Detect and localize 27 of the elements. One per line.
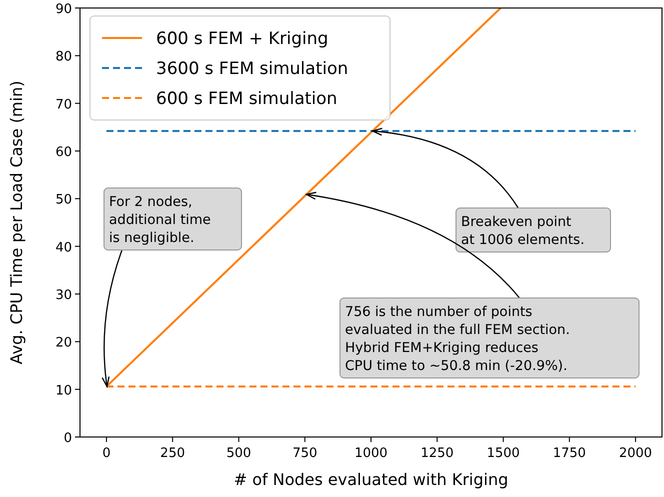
y-tick-label: 10 — [55, 383, 72, 398]
legend-label: 600 s FEM + Kriging — [156, 29, 328, 49]
x-tick-label: 1250 — [420, 446, 454, 461]
annotation: 756 is the number of points evaluated in the full FEM section. Hybrid FEM+Kriging reduces CPU time to ~50.8 min (-20.9%). — [345, 304, 570, 374]
legend-label: 3600 s FEM simulation — [156, 59, 348, 79]
x-tick-label: 1500 — [486, 446, 520, 461]
y-tick-label: 20 — [55, 336, 72, 351]
y-tick-label: 60 — [55, 145, 72, 160]
x-axis-title: # of Nodes evaluated with Kriging — [234, 470, 508, 489]
y-tick-label: 70 — [55, 97, 72, 112]
x-tick-label: 2000 — [619, 446, 652, 461]
x-tick-label: 250 — [160, 446, 186, 461]
y-axis-title: Avg. CPU Time per Load Case (min) — [7, 80, 26, 364]
x-tick-label: 1750 — [552, 446, 586, 461]
x-tick-label: 1000 — [354, 446, 388, 461]
y-tick-label: 90 — [55, 2, 72, 17]
annotation: Breakeven point at 1006 elements. — [461, 214, 584, 248]
annotation: For 2 nodes, additional time is negligible. — [109, 194, 211, 246]
legend-label: 600 s FEM simulation — [156, 89, 338, 109]
y-tick-label: 0 — [64, 431, 72, 446]
y-tick-label: 30 — [55, 288, 72, 303]
y-tick-label: 50 — [55, 192, 72, 208]
x-tick-label: 500 — [226, 446, 252, 461]
y-tick-label: 40 — [55, 240, 72, 256]
x-tick-label: 0 — [102, 446, 111, 461]
y-tick-label: 80 — [55, 50, 72, 65]
x-tick-label: 750 — [292, 446, 318, 461]
